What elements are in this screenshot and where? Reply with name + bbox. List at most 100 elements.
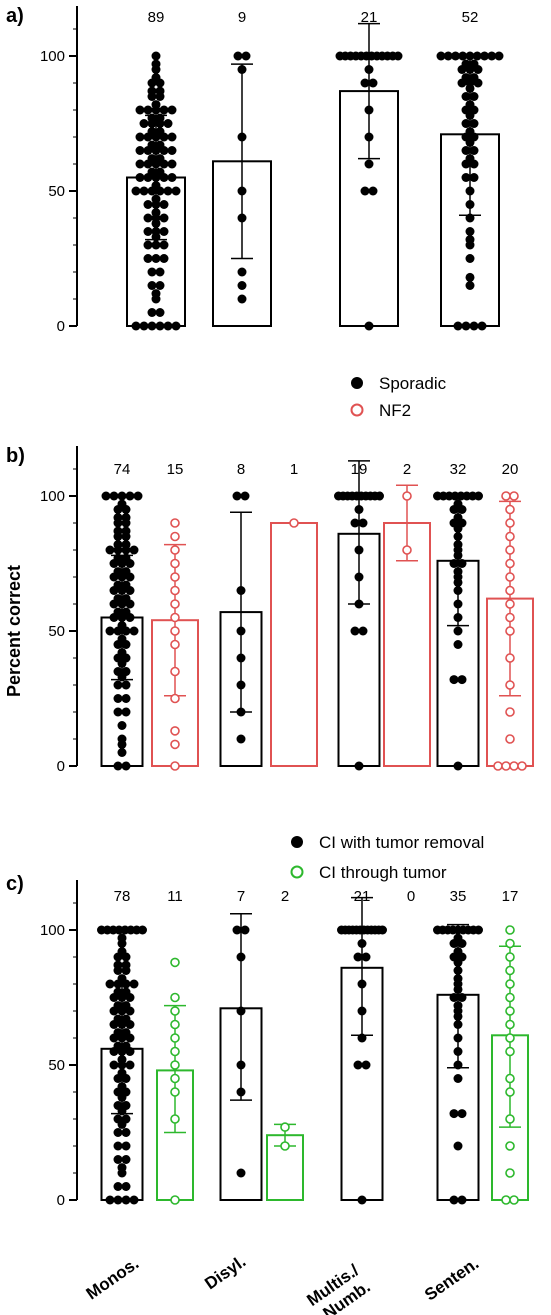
data-point <box>147 86 157 96</box>
data-point <box>236 707 246 717</box>
data-point <box>170 1046 180 1057</box>
y-tick-label: 0 <box>57 318 65 335</box>
data-point <box>505 1168 515 1178</box>
data-point <box>465 51 475 61</box>
data-point <box>289 518 299 528</box>
y-tick-label: 50 <box>48 623 65 640</box>
data-point <box>453 613 463 622</box>
data-point <box>151 289 161 299</box>
data-point <box>469 146 479 155</box>
count-label: 2 <box>281 888 289 905</box>
data-point <box>364 105 374 115</box>
data-point <box>170 599 180 609</box>
data-point <box>159 227 169 236</box>
data-point <box>358 518 368 528</box>
count-label: 21 <box>361 9 378 26</box>
data-point <box>109 1060 119 1070</box>
data-point <box>117 734 127 744</box>
data-point <box>155 113 165 123</box>
data-point <box>505 558 515 569</box>
data-point <box>357 979 367 989</box>
data-point <box>402 491 412 501</box>
count-label: 17 <box>502 888 519 905</box>
data-point <box>121 1141 131 1151</box>
y-tick-label: 0 <box>57 758 65 775</box>
legend-marker <box>290 865 304 879</box>
data-point <box>465 200 475 209</box>
data-point <box>147 308 157 317</box>
data-point <box>121 1014 131 1024</box>
data-point <box>159 200 169 209</box>
data-point <box>101 491 111 501</box>
panel-label: b) <box>6 445 25 467</box>
data-point <box>155 140 165 150</box>
data-point <box>436 51 446 61</box>
data-point <box>449 1109 459 1119</box>
data-point <box>170 992 180 1003</box>
data-point <box>453 540 463 550</box>
data-point <box>364 321 374 331</box>
data-point <box>159 213 169 223</box>
data-point <box>121 580 131 590</box>
data-point <box>469 119 479 128</box>
data-point <box>129 979 139 989</box>
data-point <box>505 938 515 949</box>
data-point <box>113 1195 123 1205</box>
data-point <box>505 504 515 515</box>
data-point <box>354 599 364 609</box>
data-point <box>113 694 123 703</box>
data-point <box>494 51 504 61</box>
data-point <box>121 1101 131 1110</box>
data-point <box>113 1041 123 1051</box>
data-point <box>360 186 370 196</box>
data-point <box>167 159 177 169</box>
category-label-line: Monos. <box>83 1254 143 1304</box>
data-point <box>155 86 165 96</box>
data-point <box>453 626 463 636</box>
data-point <box>350 518 360 528</box>
data-point <box>109 491 119 501</box>
data-point <box>163 119 173 128</box>
data-point <box>151 227 161 236</box>
data-point <box>155 308 165 317</box>
data-point <box>457 559 467 568</box>
data-point <box>151 181 161 191</box>
data-point <box>232 491 242 501</box>
data-point <box>280 1122 290 1132</box>
data-point <box>505 952 515 962</box>
category-label: Monos. <box>83 1254 143 1304</box>
data-point <box>453 599 463 609</box>
legend-label: Sporadic <box>379 374 447 393</box>
data-point <box>147 127 157 137</box>
count-label: 20 <box>502 461 519 478</box>
data-point <box>357 1195 367 1205</box>
count-label: 78 <box>114 888 131 905</box>
data-point <box>505 1006 515 1016</box>
data-point <box>113 680 123 690</box>
data-point <box>240 925 250 935</box>
data-point <box>113 567 123 577</box>
data-point <box>151 59 161 69</box>
data-point <box>170 1087 180 1097</box>
panel-c: 0 50 100 c) 78 7 21 35 11 2 0 17 CI with tumor remov… <box>6 833 529 1315</box>
data-point <box>457 1109 467 1119</box>
data-point <box>151 254 161 263</box>
data-point <box>147 167 157 177</box>
data-point <box>151 194 161 204</box>
data-point <box>170 761 180 771</box>
data-point <box>117 634 127 644</box>
data-point <box>458 51 468 61</box>
data-point <box>354 545 364 555</box>
data-point <box>354 505 364 514</box>
data-point <box>170 1195 180 1205</box>
data-point <box>487 51 497 61</box>
data-point <box>121 707 131 717</box>
data-point <box>155 321 165 331</box>
data-point <box>170 1114 180 1124</box>
data-point <box>170 1060 180 1070</box>
data-point <box>236 1168 246 1178</box>
data-point <box>505 1019 515 1030</box>
data-point <box>236 1087 246 1097</box>
data-point <box>461 173 471 182</box>
data-point <box>170 612 180 623</box>
